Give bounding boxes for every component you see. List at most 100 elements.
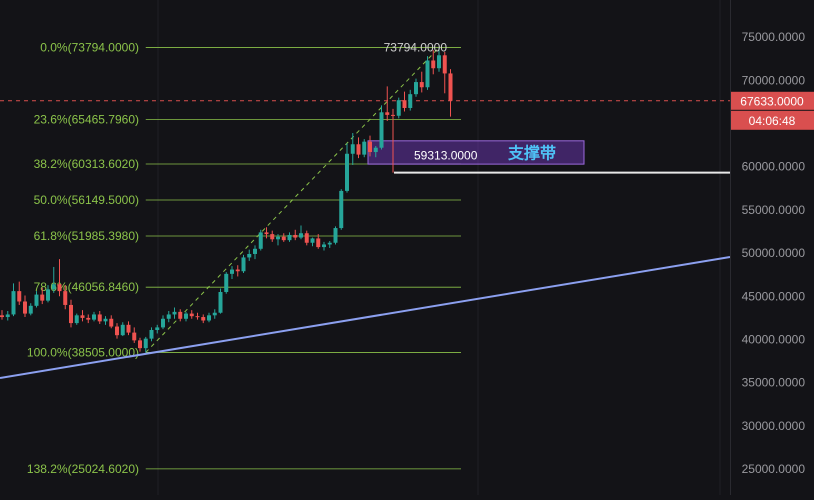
candle-body <box>138 340 142 349</box>
candle-body <box>350 144 355 154</box>
candle-body <box>126 324 131 333</box>
candle-body <box>339 190 344 229</box>
price-tick-label: 50000.0000 <box>742 246 806 260</box>
candle-body <box>385 112 390 115</box>
candle-body <box>264 232 269 235</box>
candle-body <box>431 60 436 69</box>
candle-body <box>448 73 453 101</box>
countdown-badge <box>731 110 814 130</box>
fib-level-label: 23.6%(65465.7960) <box>34 113 139 127</box>
candle-body <box>103 318 108 322</box>
candle-body <box>149 330 154 339</box>
candle-body <box>161 318 165 328</box>
candle-body <box>293 234 298 238</box>
support-zone-label: 支撑带 <box>507 143 556 162</box>
candle-body <box>40 294 45 301</box>
candle-body <box>304 233 309 243</box>
candle-body <box>437 55 441 69</box>
candle-body <box>316 238 321 248</box>
chart-annotations: 73794.0000 59313.0000 <box>384 41 478 163</box>
candle-body <box>224 273 229 292</box>
candle-body <box>276 236 280 240</box>
candle-body <box>373 147 378 153</box>
candle-body <box>310 238 315 243</box>
chart-drawings[interactable]: 支撑带 <box>0 100 731 379</box>
candle-body <box>80 315 85 318</box>
candle-body <box>166 314 171 319</box>
candle-body <box>178 311 183 319</box>
candle-body <box>212 312 217 316</box>
candle-body <box>345 153 349 191</box>
high-price-label: 73794.0000 <box>384 41 448 55</box>
low-price-label: 59313.0000 <box>414 149 478 163</box>
candle-body <box>34 294 39 306</box>
candle-body <box>195 316 200 318</box>
ascending-trendline <box>0 256 731 379</box>
candle-body <box>92 314 96 320</box>
fibonacci-retracement[interactable]: 0.0%(73794.0000) 23.6%(65465.7960) 38.2%(6… <box>27 41 461 476</box>
price-axis-background <box>730 0 814 495</box>
candle-body <box>63 291 68 305</box>
fib-level-label: 38.2%(60313.6020) <box>34 157 139 171</box>
candle-body <box>51 284 56 290</box>
candle-body <box>28 305 33 314</box>
candle-body <box>368 141 372 153</box>
candle-body <box>189 313 194 317</box>
candle-body <box>115 326 119 336</box>
candle-body <box>419 82 424 88</box>
candlestick-series <box>0 47 453 353</box>
candle-body <box>281 236 286 241</box>
candle-body <box>414 82 418 95</box>
price-tick-label: 55000.0000 <box>742 203 806 217</box>
candle-body <box>0 315 4 318</box>
candle-body <box>356 144 361 155</box>
price-tick-label: 35000.0000 <box>742 376 806 390</box>
candle-body <box>184 313 188 319</box>
price-tick-label: 45000.0000 <box>742 289 806 303</box>
fib-level-label: 138.2%(25024.6020) <box>27 462 139 476</box>
fib-level-label: 61.8%(51985.3980) <box>34 229 139 243</box>
last-price-label: 67633.0000 <box>740 94 804 108</box>
candle-body <box>218 291 223 313</box>
candle-body <box>299 233 303 238</box>
price-tick-label: 70000.0000 <box>742 73 806 87</box>
candle-body <box>57 284 62 292</box>
candle-body <box>253 248 257 254</box>
candle-body <box>270 234 275 240</box>
candle-body <box>408 94 413 108</box>
price-tick-label: 30000.0000 <box>742 419 806 433</box>
candle-body <box>379 112 384 148</box>
candle-body <box>402 100 407 108</box>
candle-body <box>396 100 401 116</box>
candle-body <box>230 269 234 274</box>
support-zone-box <box>367 140 585 165</box>
candle-body <box>442 55 447 74</box>
last-price-badge <box>731 91 814 110</box>
candle-body <box>247 253 252 258</box>
candle-body <box>5 314 10 318</box>
candle-body <box>46 289 50 301</box>
candle-body <box>23 301 27 314</box>
grid-lines <box>157 0 721 495</box>
candle-body <box>391 114 395 116</box>
candle-body <box>155 327 160 330</box>
price-axis[interactable]: 75000.000070000.000065000.000060000.0000… <box>730 0 814 495</box>
candle-body <box>97 314 102 322</box>
candle-body <box>11 291 16 315</box>
candle-body <box>120 324 125 336</box>
candle-body <box>172 311 177 315</box>
price-tick-label: 25000.0000 <box>742 462 806 476</box>
candle-body <box>235 269 240 272</box>
fib-trend-line <box>145 47 440 353</box>
price-tick-label: 75000.0000 <box>742 30 806 44</box>
candle-body <box>333 228 338 243</box>
price-tick-label: 40000.0000 <box>742 333 806 347</box>
candle-body <box>74 315 79 324</box>
candle-body <box>143 338 148 349</box>
candle-body <box>362 141 367 155</box>
candle-body <box>287 234 292 241</box>
candle-body <box>17 291 22 302</box>
fib-level-label: 50.0%(56149.5000) <box>34 193 139 207</box>
candle-body <box>86 317 91 320</box>
